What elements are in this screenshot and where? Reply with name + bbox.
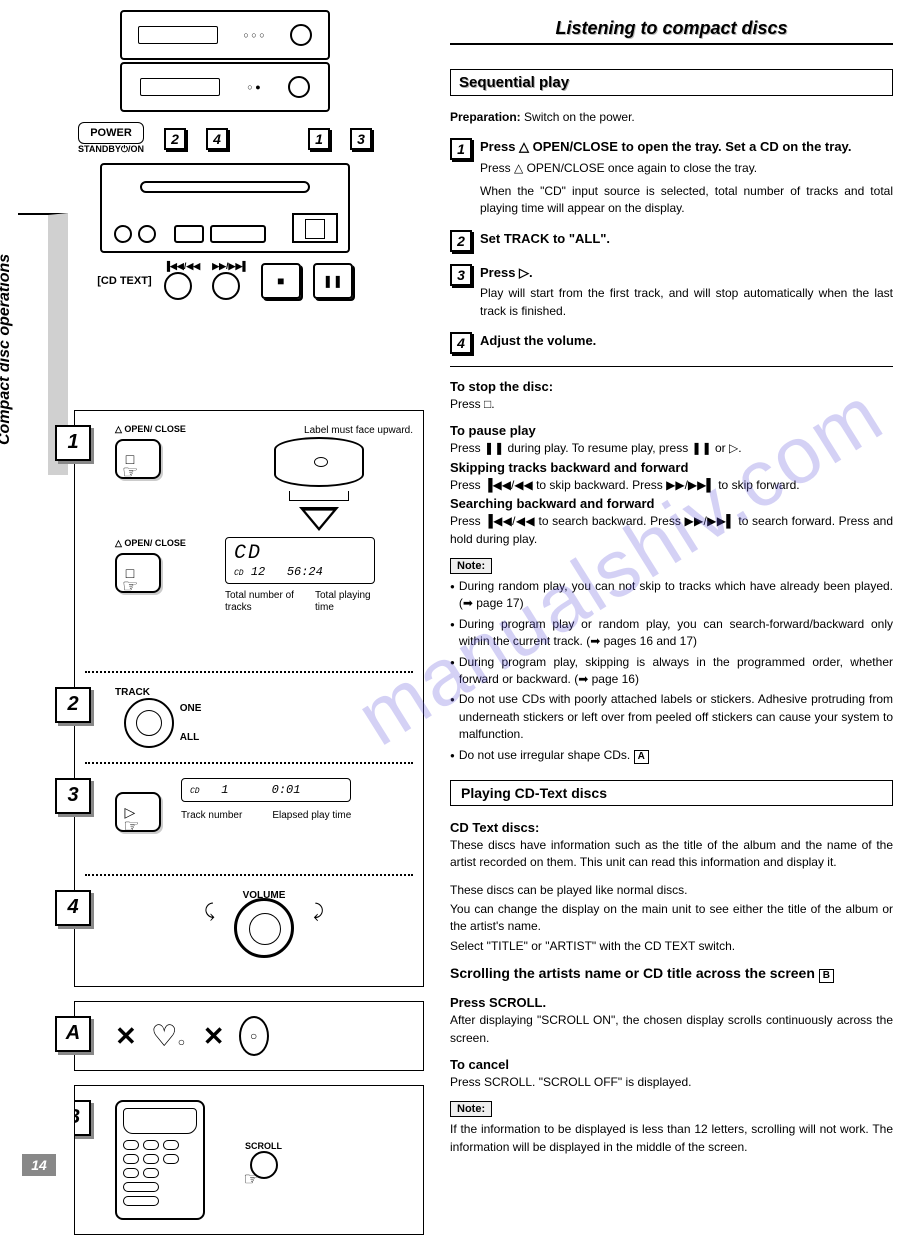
preparation-line: Preparation: Switch on the power. [450,110,893,124]
caption-total-time: Total playing time [315,590,385,614]
callout-1: 1 [308,128,330,150]
step-3: 3 ▷ CD 1 0:01 Track number Elapsed play … [75,764,423,874]
panel-a: A ✕ ♡ ✕ [74,1001,424,1071]
instr-4-head: Adjust the volume. [480,332,893,350]
instruction-1: 1 Press △ OPEN/CLOSE to open the tray. S… [450,138,893,218]
right-column: Listening to compact discs Sequential pl… [450,10,893,1235]
panel-a-letter: A [55,1016,91,1052]
cdtext-p1: These discs have information such as the… [450,837,893,872]
steps-panel: 1 △ OPEN/ CLOSE □ △ OPEN/ CLOSE □ Label … [74,410,424,987]
skip-head: Skipping tracks backward and forward [450,460,893,475]
caption-elapsed: Elapsed play time [272,810,351,822]
panel-b: B SCROLL [74,1085,424,1235]
step-1-number: 1 [55,425,91,461]
side-tab-label: Compact disc operations [0,205,14,445]
step-2: 2 TRACK . ONE ALL [75,673,423,762]
standby-label: STANDBY⏻/ON [78,144,144,155]
step-4-number: 4 [55,890,91,926]
step-3-number: 3 [55,778,91,814]
caption-total-tracks: Total number of tracks [225,590,295,614]
cdtext-head: CD Text discs: [450,820,893,835]
cd-player-diagram [100,163,350,253]
press-scroll-head: Press SCROLL. [450,995,893,1010]
callout-3: 3 [350,128,372,150]
hero-diagram: ○ ○ ○ ○ ● POWER STANDBY⏻/ON 2 4 1 3 [30,10,420,400]
cdtext-header: Playing CD-Text discs [450,780,893,806]
volume-knob [234,898,294,958]
search-text: Press ▐◀◀/◀◀ to search backward. Press ▶… [450,513,893,548]
instr-4-num: 4 [450,332,472,354]
x-icon-2: ✕ [203,1021,225,1052]
stop-head: To stop the disc: [450,379,893,394]
note-label-2: Note: [450,1101,492,1117]
skip-text: Press ▐◀◀/◀◀ to skip backward. Press ▶▶/… [450,477,893,494]
step-4: 4 VOLUME ⤹⤸ [75,876,423,986]
heart-icon: ♡ [151,1019,189,1054]
down-arrow-icon [299,507,339,531]
sequential-play-header: Sequential play [450,69,893,96]
track-label: TRACK [115,687,201,698]
instr-1-head: Press △ OPEN/CLOSE to open the tray. Set… [480,138,893,156]
open-close-btn-2: □ [115,553,161,593]
cancel-text: Press SCROLL. "SCROLL OFF" is displayed. [450,1074,893,1091]
press-scroll-text: After displaying "SCROLL ON", the chosen… [450,1012,893,1047]
callout-4: 4 [206,128,228,150]
open-close-label-1: △ OPEN/ CLOSE [115,425,215,435]
track-knob [124,698,174,748]
cancel-head: To cancel [450,1057,893,1072]
skip-back-label: ▐◀◀/◀◀ [164,261,201,272]
instr-3-head: Press ▷. [480,264,893,282]
cd-text-label: [CD TEXT] [97,275,151,287]
cdtext-p3: You can change the display on the main u… [450,901,893,936]
instruction-4: 4 Adjust the volume. [450,332,893,354]
step-1: 1 △ OPEN/ CLOSE □ △ OPEN/ CLOSE □ Label … [75,411,423,671]
pause-button: ❚❚ [313,263,353,299]
step-2-number: 2 [55,687,91,723]
scroll-head: Scrolling the artists name or CD title a… [450,965,893,983]
instruction-3: 3 Press ▷. Play will start from the firs… [450,264,893,320]
instr-1-num: 1 [450,138,472,160]
pause-text: Press ❚❚ during play. To resume play, pr… [450,440,893,457]
stop-button: ■ [261,263,301,299]
note-bullets: During random play, you can not skip to … [450,578,893,764]
scroll-label: SCROLL [245,1141,282,1151]
lcd-display-1: CD CD 12 56:24 [225,537,375,584]
remote-diagram [115,1100,205,1220]
skip-back-button [164,272,192,300]
stereo-unit-bottom: ○ ● [120,62,330,112]
cdtext-p4: Select "TITLE" or "ARTIST" with the CD T… [450,938,893,955]
page-title: Listening to compact discs [450,18,893,39]
open-close-btn-1: □ [115,439,161,479]
track-one: ONE [180,703,202,714]
instr-3-num: 3 [450,264,472,286]
x-icon: ✕ [115,1021,137,1052]
skip-fwd-button [212,272,240,300]
instruction-2: 2 Set TRACK to "ALL". [450,230,893,252]
page-number: 14 [22,1154,56,1176]
open-close-label-2: △ OPEN/ CLOSE [115,539,215,549]
lcd-display-2: CD 1 0:01 [181,778,351,802]
label-face-up: Label must face upward. [225,425,413,437]
play-btn: ▷ [115,792,161,832]
pause-head: To pause play [450,423,893,438]
callout-2: 2 [164,128,186,150]
caption-track-number: Track number [181,810,242,822]
note2-text: If the information to be displayed is le… [450,1121,893,1156]
note-label: Note: [450,558,492,574]
stereo-unit-top: ○ ○ ○ [120,10,330,60]
left-column: ○ ○ ○ ○ ● POWER STANDBY⏻/ON 2 4 1 3 [30,10,420,1235]
search-head: Searching backward and forward [450,496,893,511]
cdtext-p2: These discs can be played like normal di… [450,882,893,899]
power-button-label: POWER [78,122,144,144]
instr-2-num: 2 [450,230,472,252]
scroll-button [250,1151,278,1179]
panel-b-letter: B [74,1100,91,1136]
oblong-icon [239,1016,269,1056]
skip-fwd-label: ▶▶/▶▶▌ [212,261,249,272]
stop-text: Press □. [450,396,893,413]
cd-disc-icon [274,437,364,487]
instr-2-head: Set TRACK to "ALL". [480,230,893,248]
track-all: ALL [180,732,202,743]
